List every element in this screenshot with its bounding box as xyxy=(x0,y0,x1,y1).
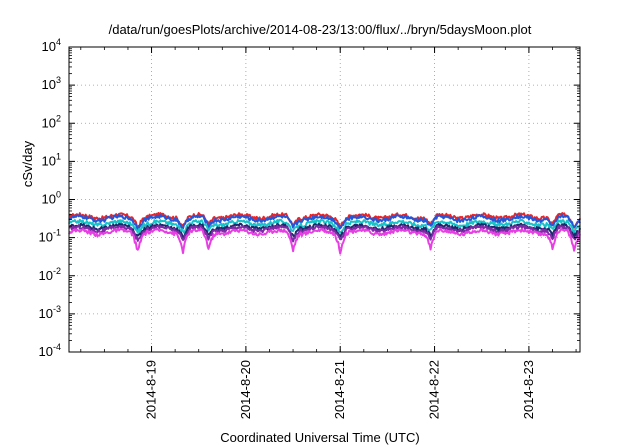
series-line xyxy=(68,218,581,235)
x-axis-label: Coordinated Universal Time (UTC) xyxy=(220,430,420,445)
series-line xyxy=(68,224,581,243)
x-tick-label: 2014-8-20 xyxy=(238,360,253,419)
y-tick-label: 10-1 xyxy=(39,228,61,245)
y-tick-label: 10-2 xyxy=(39,266,61,283)
y-tick-label: 103 xyxy=(42,75,61,92)
series-line xyxy=(68,227,581,255)
y-tick-label: 100 xyxy=(42,190,61,207)
chart-title: /data/run/goesPlots/archive/2014-08-23/1… xyxy=(108,22,532,37)
y-axis-label: cSv/day xyxy=(20,140,35,188)
y-tick-label: 10-4 xyxy=(39,342,61,359)
x-tick-label: 2014-8-19 xyxy=(144,360,159,419)
x-tick-label: 2014-8-23 xyxy=(521,360,536,419)
y-tick-label: 102 xyxy=(42,113,61,130)
x-tick-label: 2014-8-21 xyxy=(332,360,347,419)
y-tick-label: 104 xyxy=(42,37,61,54)
x-tick-label: 2014-8-22 xyxy=(427,360,442,419)
series-line xyxy=(68,214,581,232)
y-tick-label: 101 xyxy=(42,151,61,168)
y-tick-label: 10-3 xyxy=(39,304,61,321)
